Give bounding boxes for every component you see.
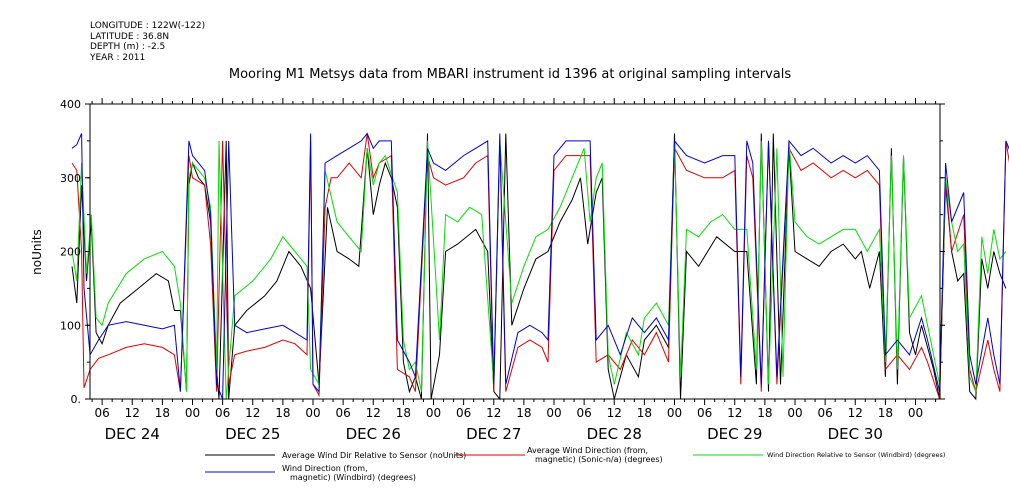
legend: Average Wind Dir Relative to Sensor (noU… — [205, 446, 945, 482]
x-hour-label: 06 — [697, 406, 712, 420]
x-day-label: DEC 25 — [225, 425, 280, 443]
x-hour-label: 12 — [245, 406, 260, 420]
x-hour-label: 00 — [185, 406, 200, 420]
x-hour-label: 00 — [305, 406, 320, 420]
x-day-label: DEC 30 — [828, 425, 883, 443]
x-hour-label: 12 — [848, 406, 863, 420]
latitude-label: LATITUDE : 36.8N — [90, 31, 170, 42]
x-day-label: DEC 28 — [587, 425, 642, 443]
x-hour-label: 12 — [727, 406, 742, 420]
x-hour-label: 18 — [637, 406, 652, 420]
x-hour-label: 12 — [366, 406, 381, 420]
x-hour-label: 00 — [667, 406, 682, 420]
series-line-3 — [71, 132, 1009, 400]
y-tick-label: 100 — [60, 319, 81, 332]
legend-label-1: Average Wind Direction (from, magnetic) (… — [527, 446, 663, 464]
location-metadata: LONGITUDE : 122W(-122) LATITUDE : 36.8N … — [90, 21, 205, 63]
y-tick-label: 300 — [60, 172, 81, 185]
legend-label-2: Wind Direction Relative to Sensor (Windb… — [767, 451, 945, 459]
x-hour-label: 06 — [576, 406, 591, 420]
y-tick-label: 400 — [60, 98, 81, 111]
x-hour-label: 00 — [546, 406, 561, 420]
x-hour-label: 12 — [486, 406, 501, 420]
legend-label-0: Average Wind Dir Relative to Sensor (noU… — [282, 451, 466, 460]
x-hour-label: 06 — [94, 406, 109, 420]
x-hour-label: 00 — [787, 406, 802, 420]
x-day-label: DEC 24 — [105, 425, 160, 443]
x-hour-label: 06 — [215, 406, 230, 420]
x-hour-label: 18 — [757, 406, 772, 420]
x-day-label: DEC 26 — [346, 425, 401, 443]
x-hour-label: 12 — [125, 406, 140, 420]
depth-label: DEPTH (m) : -2.5 — [90, 42, 166, 52]
chart-title: Mooring M1 Metsys data from MBARI instru… — [228, 67, 792, 82]
longitude-label: LONGITUDE : 122W(-122) — [90, 21, 206, 31]
y-tick-label: 0. — [71, 393, 82, 406]
year-label: YEAR : 2011 — [90, 52, 146, 63]
y-axis-label: noUnits — [30, 229, 44, 275]
x-hour-label: 18 — [275, 406, 290, 420]
x-hour-label: 18 — [155, 406, 170, 420]
x-day-label: DEC 29 — [707, 425, 762, 443]
x-hour-label: 18 — [878, 406, 893, 420]
x-hour-label: 06 — [456, 406, 471, 420]
x-hour-label: 06 — [335, 406, 350, 420]
y-tick-label: 200 — [60, 246, 81, 259]
plot-lines — [71, 132, 1009, 401]
x-hour-label: 18 — [516, 406, 531, 420]
x-hour-label: 00 — [426, 406, 441, 420]
x-hour-label: 00 — [908, 406, 923, 420]
x-day-label: DEC 27 — [466, 425, 521, 443]
axes: 0. 100 200 300 400 06 12 18 00 06 12 18 00 06 12 18 00 06… — [60, 98, 945, 443]
x-hour-label: 18 — [396, 406, 411, 420]
x-hour-label: 12 — [607, 406, 622, 420]
legend-label-3: Wind Direction (from, magnetic) (Windbird… — [282, 464, 416, 482]
x-hour-label: 06 — [817, 406, 832, 420]
